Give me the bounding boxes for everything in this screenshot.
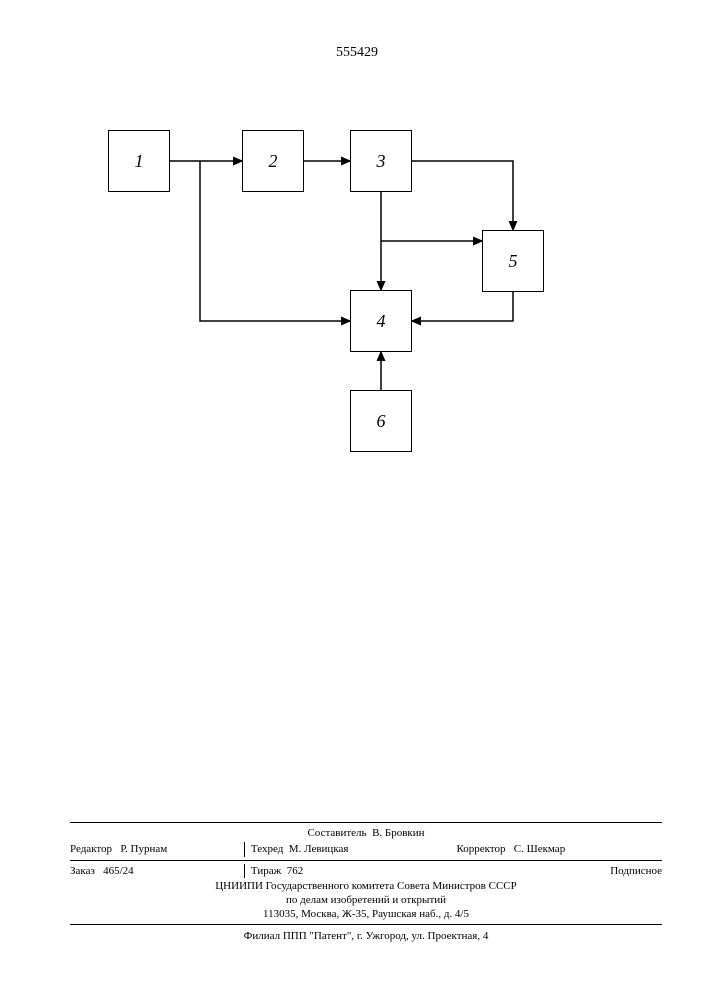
org-line-3: 113035, Москва, Ж-35, Раушская наб., д. …	[70, 907, 662, 921]
org-line-2: по делам изобретений и открытий	[70, 893, 662, 907]
node-5: 5	[482, 230, 544, 292]
node-6: 6	[350, 390, 412, 452]
circulation-number: 762	[287, 865, 304, 877]
order-label: Заказ	[70, 865, 95, 877]
colophon: Составитель В. Бровкин Редактор Р. Пурна…	[70, 820, 662, 943]
node-3: 3	[350, 130, 412, 192]
editor-label: Редактор	[70, 843, 112, 855]
techred-name: М. Левицкая	[289, 843, 349, 855]
order-number: 465/24	[103, 865, 134, 877]
circulation-label: Тираж	[251, 865, 281, 877]
block-diagram: 1 2 3 4 5 6	[0, 0, 707, 500]
node-4: 4	[350, 290, 412, 352]
corrector-label: Корректор	[456, 843, 505, 855]
branch-line: Филиал ППП "Патент", г. Ужгород, ул. Про…	[70, 929, 662, 943]
corrector-name: С. Шекмар	[514, 843, 565, 855]
compiler-name: В. Бровкин	[372, 826, 424, 840]
node-2: 2	[242, 130, 304, 192]
techred-label: Техред	[251, 843, 283, 855]
org-line-1: ЦНИИПИ Государственного комитета Совета …	[70, 879, 662, 893]
editor-name: Р. Пурнам	[120, 843, 167, 855]
compiler-label: Составитель	[307, 826, 366, 840]
node-1: 1	[108, 130, 170, 192]
subscription: Подписное	[610, 865, 662, 877]
